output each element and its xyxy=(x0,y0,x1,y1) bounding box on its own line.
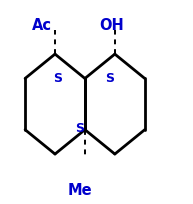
Text: S: S xyxy=(53,71,62,84)
Text: Ac: Ac xyxy=(31,18,52,33)
Text: Me: Me xyxy=(68,183,92,197)
Text: OH: OH xyxy=(100,18,124,33)
Text: S: S xyxy=(106,71,114,84)
Text: S: S xyxy=(76,121,85,134)
